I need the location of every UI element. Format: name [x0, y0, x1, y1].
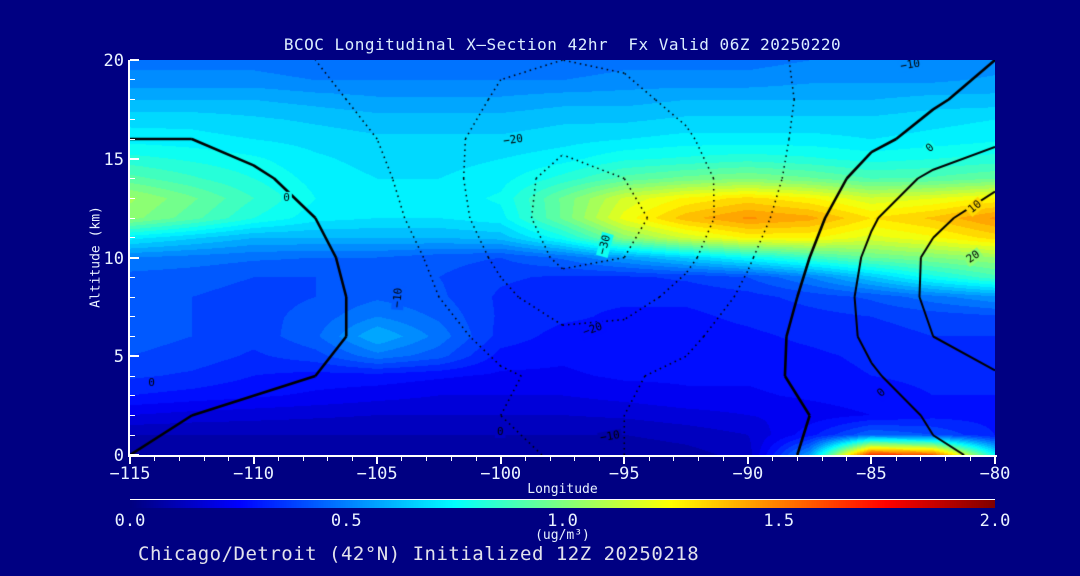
y-tick-label: 5: [113, 347, 124, 368]
x-tick-label: −95: [608, 464, 640, 484]
x-minor-tick: [203, 457, 205, 461]
y-minor-tick: [130, 99, 135, 100]
y-tick-label: 0: [113, 446, 124, 466]
x-minor-tick: [228, 457, 230, 461]
y-tick-label: 20: [103, 51, 124, 71]
x-minor-tick: [277, 457, 279, 461]
y-major-tick: [130, 454, 139, 456]
colorbar-tick-label: 0.0: [114, 511, 146, 531]
y-tick-label: 10: [103, 248, 124, 269]
y-minor-tick: [130, 415, 135, 416]
x-minor-tick: [895, 457, 897, 461]
chart-title: BCOC Longitudinal X—Section 42hr Fx Vali…: [283, 35, 842, 54]
x-major-tick: [746, 457, 749, 464]
colorbar-tick-label: 2.0: [979, 511, 1011, 531]
x-tick-label: −80: [979, 464, 1011, 484]
x-major-tick: [499, 457, 502, 464]
x-minor-tick: [920, 457, 922, 461]
plot-canvas: [130, 60, 995, 455]
x-tick-label: −115: [109, 464, 151, 484]
x-minor-tick: [722, 457, 724, 461]
y-major-tick: [130, 157, 139, 160]
x-minor-tick: [697, 457, 699, 461]
y-tick-label: 15: [103, 149, 124, 170]
x-minor-tick: [475, 457, 477, 461]
x-minor-tick: [302, 457, 304, 461]
y-minor-tick: [130, 118, 135, 120]
y-minor-tick: [130, 138, 135, 140]
x-tick-label: −110: [233, 464, 275, 484]
y-minor-tick: [130, 434, 135, 436]
x-major-tick: [623, 457, 626, 464]
x-minor-tick: [351, 457, 353, 461]
colorbar-tick-label: 1.0: [547, 511, 578, 531]
x-minor-tick: [772, 457, 774, 461]
x-minor-tick: [178, 457, 180, 461]
x-minor-tick: [846, 457, 848, 461]
y-minor-tick: [130, 237, 135, 239]
y-minor-tick: [130, 375, 135, 377]
x-major-tick: [129, 457, 131, 464]
x-minor-tick: [327, 457, 329, 461]
y-minor-tick: [130, 296, 135, 298]
y-minor-tick: [130, 336, 135, 337]
y-minor-tick: [130, 197, 135, 199]
x-tick-label: −90: [732, 464, 764, 484]
caption: Chicago/Detroit (42°N) Initialized 12Z 2…: [138, 543, 700, 565]
colorbar-tick-label: 1.5: [763, 511, 795, 531]
x-minor-tick: [524, 457, 526, 461]
y-minor-tick: [130, 276, 135, 278]
colorbar-units: (ug/m³): [535, 528, 590, 543]
x-minor-tick: [796, 457, 798, 461]
x-minor-tick: [648, 457, 650, 461]
x-minor-tick: [549, 457, 551, 461]
x-tick-label: −85: [856, 464, 887, 484]
x-minor-tick: [969, 457, 971, 461]
x-minor-tick: [401, 457, 403, 461]
y-minor-tick: [130, 316, 135, 318]
x-axis-label: Longitude: [527, 482, 598, 497]
x-major-tick: [376, 457, 379, 464]
x-major-tick: [252, 457, 255, 464]
x-minor-tick: [574, 457, 576, 461]
x-minor-tick: [426, 457, 428, 461]
x-minor-tick: [821, 457, 823, 461]
y-major-tick: [130, 256, 139, 259]
x-minor-tick: [450, 457, 452, 461]
y-minor-tick: [130, 178, 135, 179]
y-axis-line: [128, 60, 130, 457]
x-minor-tick: [673, 457, 675, 461]
x-minor-tick: [599, 457, 601, 461]
y-major-tick: [130, 355, 139, 358]
colorbar-tick-label: 0.5: [330, 511, 362, 531]
x-tick-label: −100: [480, 464, 522, 484]
x-minor-tick: [945, 457, 947, 461]
colorbar-canvas: [130, 499, 995, 508]
x-axis-line: [128, 455, 997, 457]
x-tick-label: −105: [356, 464, 398, 484]
y-minor-tick: [130, 217, 135, 219]
y-major-tick: [130, 59, 139, 61]
y-minor-tick: [130, 395, 135, 397]
x-major-tick: [994, 457, 996, 464]
x-minor-tick: [154, 457, 156, 461]
y-minor-tick: [130, 79, 135, 81]
x-major-tick: [870, 457, 873, 464]
